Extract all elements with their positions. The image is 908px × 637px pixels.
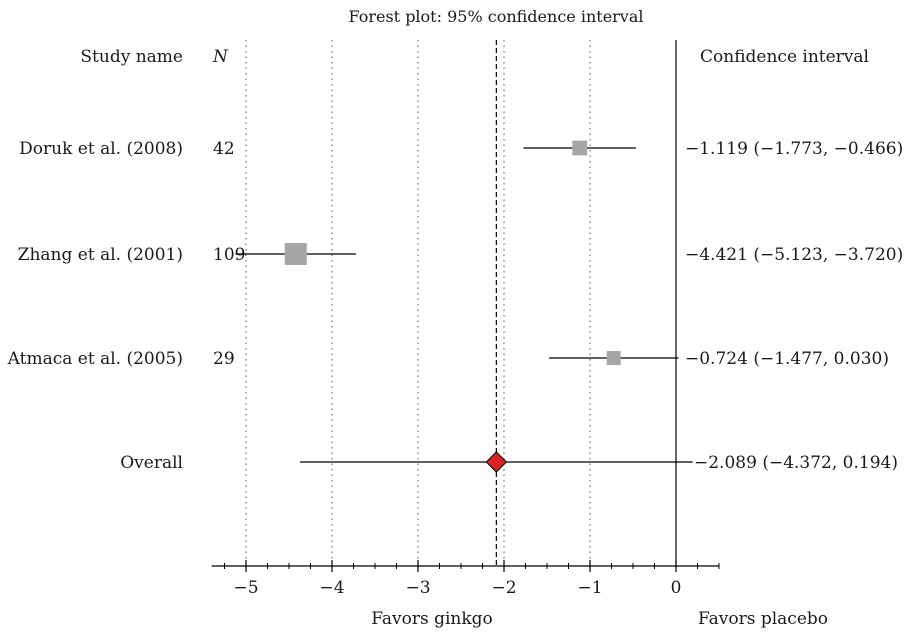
overall-ci-value: −2.089 (−4.372, 0.194) bbox=[694, 453, 898, 473]
x-tick-label: −5 bbox=[233, 578, 258, 598]
grid-lines bbox=[245, 40, 591, 566]
overall-diamond bbox=[485, 451, 508, 473]
study-row: Atmaca et al. (2005) 29 −0.724 (−1.477, 0.… bbox=[7, 349, 889, 369]
study-ci-value: −0.724 (−1.477, 0.030) bbox=[685, 349, 889, 369]
header-n: N bbox=[212, 47, 229, 67]
header-study-name: Study name bbox=[80, 47, 183, 67]
study-n: 29 bbox=[213, 349, 235, 369]
chart-title: Forest plot: 95% confidence interval bbox=[348, 7, 643, 26]
study-n: 109 bbox=[213, 245, 245, 265]
study-name: Doruk et al. (2008) bbox=[19, 139, 183, 159]
reference-lines bbox=[495, 40, 677, 566]
study-estimate-square bbox=[572, 140, 588, 156]
study-ci-value: −1.119 (−1.773, −0.466) bbox=[685, 139, 903, 159]
x-label-favors-placebo: Favors placebo bbox=[698, 609, 828, 629]
x-tick-label: −2 bbox=[491, 578, 516, 598]
x-label-favors-ginkgo: Favors ginkgo bbox=[371, 609, 493, 629]
header-confidence-interval: Confidence interval bbox=[700, 47, 869, 67]
study-estimate-square bbox=[606, 351, 621, 365]
overall-row: Overall −2.089 (−4.372, 0.194) bbox=[120, 451, 898, 473]
study-ci-value: −4.421 (−5.123, −3.720) bbox=[685, 245, 903, 265]
x-tick-label: −3 bbox=[405, 578, 430, 598]
study-name: Zhang et al. (2001) bbox=[18, 245, 183, 265]
study-n: 42 bbox=[213, 139, 235, 159]
x-tick-label: 0 bbox=[671, 578, 682, 598]
x-tick-label: −4 bbox=[319, 578, 344, 598]
study-row: Zhang et al. (2001) 109 −4.421 (−5.123, −3… bbox=[18, 243, 903, 265]
x-tick-label: −1 bbox=[577, 578, 602, 598]
x-axis: −5 −4 −3 −2 −1 0 bbox=[211, 560, 720, 598]
study-name: Atmaca et al. (2005) bbox=[7, 349, 183, 369]
study-estimate-square bbox=[284, 243, 307, 265]
overall-label: Overall bbox=[120, 453, 183, 473]
study-row: Doruk et al. (2008) 42 −1.119 (−1.773, −0.… bbox=[19, 139, 903, 159]
study-rows: Doruk et al. (2008) 42 −1.119 (−1.773, −0.… bbox=[7, 139, 904, 473]
